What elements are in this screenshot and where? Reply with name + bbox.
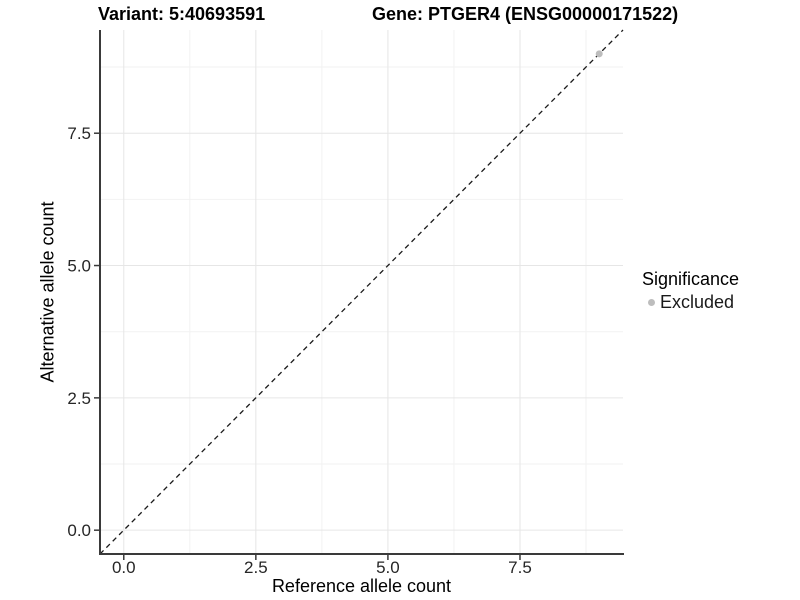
y-tick-label: 0.0 bbox=[67, 521, 91, 540]
y-tick-label: 2.5 bbox=[67, 389, 91, 408]
legend-item-excluded: Excluded bbox=[642, 292, 739, 312]
x-tick-label: 2.5 bbox=[244, 558, 268, 577]
x-axis-title: Reference allele count bbox=[271, 576, 452, 596]
plot-title-variant: Variant: 5:40693591 bbox=[98, 4, 266, 24]
plot-title-gene: Gene: PTGER4 (ENSG00000171522) bbox=[372, 4, 679, 24]
legend: Significance Excluded bbox=[642, 269, 739, 312]
legend-title: Significance bbox=[642, 269, 740, 289]
legend-item-label: Excluded bbox=[660, 292, 735, 312]
x-tick-label: 7.5 bbox=[508, 558, 532, 577]
x-tick-label: 0.0 bbox=[112, 558, 136, 577]
identity-line bbox=[99, 29, 624, 555]
x-tick-label: 5.0 bbox=[376, 558, 400, 577]
y-axis-title: Alternative allele count bbox=[37, 201, 58, 383]
y-tick-label: 5.0 bbox=[67, 257, 91, 276]
dot-icon bbox=[647, 298, 655, 306]
legend-key bbox=[642, 293, 660, 311]
y-tick-label: 7.5 bbox=[67, 124, 91, 143]
data-point bbox=[595, 50, 603, 58]
